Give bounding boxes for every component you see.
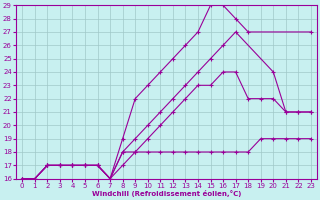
X-axis label: Windchill (Refroidissement éolien,°C): Windchill (Refroidissement éolien,°C) — [92, 190, 241, 197]
